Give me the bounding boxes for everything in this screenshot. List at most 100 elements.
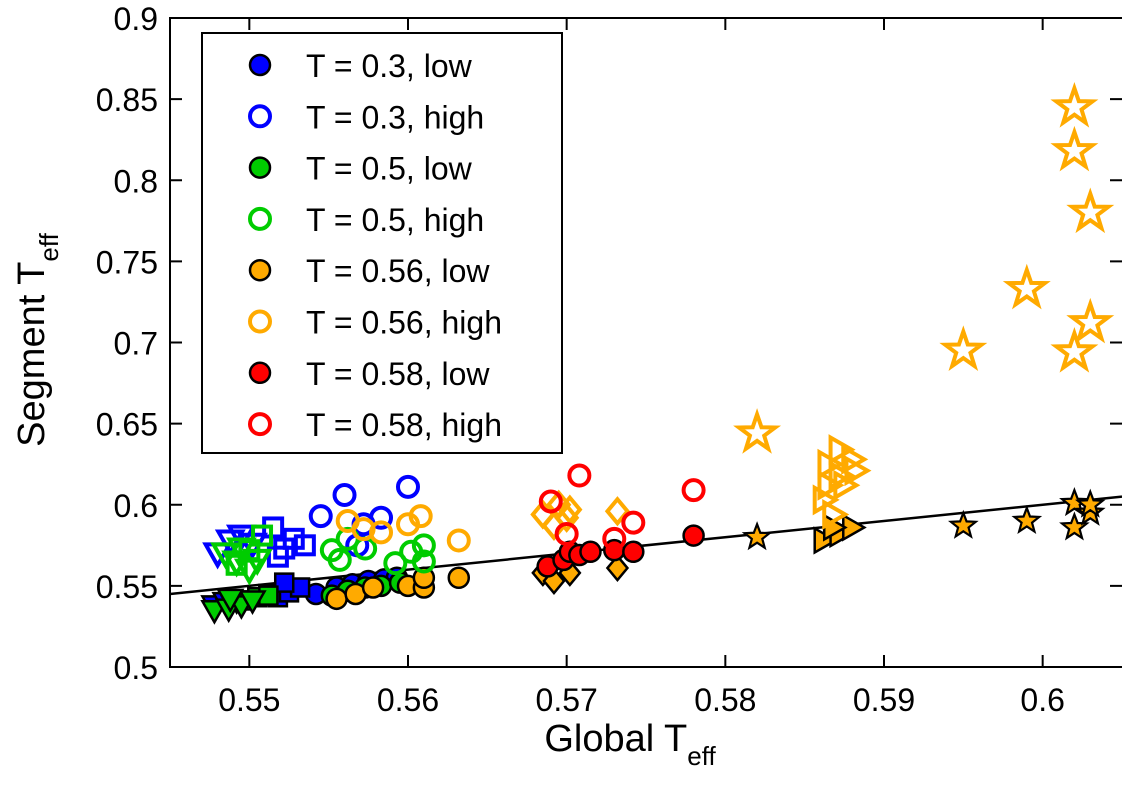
data-point-circle <box>622 540 645 564</box>
data-point-square <box>293 534 316 557</box>
data-point-star <box>1059 487 1090 517</box>
data-point-square <box>251 524 274 547</box>
series-t-0-58-high <box>538 463 706 551</box>
data-point-circle <box>369 505 394 530</box>
series-t-0-56-high <box>335 82 1115 553</box>
legend-entry: T = 0.5, high <box>248 202 484 238</box>
legend-marker <box>248 258 272 282</box>
y-axis-label-subscript: eff <box>34 232 64 261</box>
data-point-tri-down <box>241 548 273 576</box>
legend-marker <box>248 104 272 129</box>
series-t-0-5-high <box>210 524 436 586</box>
x-tick-label: 0.56 <box>377 682 439 718</box>
data-point-circle <box>332 483 357 508</box>
data-point-tri-down <box>216 588 245 614</box>
data-point-tri-right <box>828 434 856 466</box>
data-point-circle <box>308 504 333 529</box>
x-axis-label: Global Teff <box>544 718 716 771</box>
y-tick-label: 0.85 <box>96 82 158 118</box>
data-point-circle <box>567 463 592 488</box>
data-point-square <box>282 527 305 550</box>
data-point-circle <box>681 478 706 503</box>
legend-label: T = 0.5, high <box>306 202 484 238</box>
data-point-star <box>1002 263 1051 310</box>
data-point-circle <box>411 549 436 574</box>
legend-label: T = 0.58, high <box>306 407 502 443</box>
legend-label: T = 0.5, low <box>306 151 473 187</box>
data-point-tri-down <box>225 524 257 552</box>
data-point-star <box>1066 297 1115 344</box>
data-point-star <box>733 408 782 454</box>
data-point-star <box>1050 125 1099 172</box>
legend-entry: T = 0.56, high <box>248 305 502 341</box>
x-tick-label: 0.59 <box>853 682 915 718</box>
data-point-circle <box>554 521 579 546</box>
x-tick-label: 0.57 <box>536 682 598 718</box>
data-point-square <box>266 545 289 568</box>
data-point-circle <box>408 504 433 529</box>
x-axis-label-main: Global T <box>544 718 687 760</box>
data-point-square <box>273 572 295 593</box>
data-point-circle <box>447 566 471 590</box>
data-point-tri-right <box>828 460 856 491</box>
data-point-tri-right <box>822 499 850 530</box>
data-point-tri-right <box>841 443 869 475</box>
y-tick-label: 0.9 <box>114 1 158 37</box>
legend-entry: T = 0.56, low <box>248 253 490 289</box>
y-axis-label-main: Segment T <box>11 262 53 447</box>
legend-entry: T = 0.3, low <box>248 48 473 84</box>
data-point-diamond <box>554 502 580 533</box>
legend-marker <box>248 156 272 179</box>
legend: T = 0.3, low T = 0.3, high T = 0.5, low T =… <box>201 32 563 454</box>
series-t-0-56-low <box>325 487 1106 611</box>
plot-area <box>170 82 1122 625</box>
x-axis-label-subscript: eff <box>687 741 716 771</box>
data-point-circle <box>369 520 394 545</box>
data-point-diamond <box>557 494 583 525</box>
data-point-circle <box>383 551 408 576</box>
y-axis-label: Segment Teff <box>11 232 64 446</box>
x-tick-label: 0.58 <box>694 682 756 718</box>
data-point-diamond <box>604 496 631 527</box>
legend-label: T = 0.56, low <box>306 253 490 289</box>
legend-marker <box>248 53 272 77</box>
data-point-tri-down <box>238 590 267 615</box>
data-point-circle <box>446 528 471 553</box>
data-point-star <box>741 521 773 551</box>
data-point-tri-right <box>844 455 872 487</box>
y-tick-label: 0.5 <box>114 650 158 686</box>
data-point-tri-down <box>210 542 241 570</box>
data-point-star <box>1066 187 1115 234</box>
data-point-circle <box>396 474 420 499</box>
data-point-star <box>939 325 988 371</box>
data-point-circle <box>602 526 627 551</box>
y-tick-label: 0.6 <box>114 488 158 524</box>
data-point-circle <box>411 533 436 558</box>
legend-entry: T = 0.58, low <box>248 356 490 392</box>
data-point-circle <box>621 510 646 535</box>
legend-entry: T = 0.3, high <box>248 99 484 135</box>
data-point-star <box>948 509 979 539</box>
legend-entry: T = 0.58, high <box>248 407 502 443</box>
legend-label: T = 0.58, low <box>306 356 490 392</box>
legend-marker <box>248 361 272 385</box>
y-tick-label: 0.65 <box>96 407 158 443</box>
data-point-circle <box>327 547 352 572</box>
legend-label: T = 0.3, high <box>306 99 484 135</box>
x-tick-label: 0.55 <box>218 682 280 718</box>
legend-marker <box>248 206 272 231</box>
data-point-circle <box>325 587 348 611</box>
data-point-star <box>1050 327 1099 373</box>
data-point-star <box>1074 488 1106 518</box>
x-tick-label: 0.6 <box>1020 682 1064 718</box>
data-point-circle <box>579 540 602 564</box>
legend-marker <box>248 309 272 334</box>
y-tick-label: 0.55 <box>96 569 158 605</box>
y-tick-label: 0.8 <box>114 163 158 199</box>
data-point-star <box>1011 504 1043 535</box>
data-point-star <box>1050 82 1099 128</box>
data-point-circle <box>682 524 705 547</box>
y-tick-label: 0.75 <box>96 244 158 280</box>
